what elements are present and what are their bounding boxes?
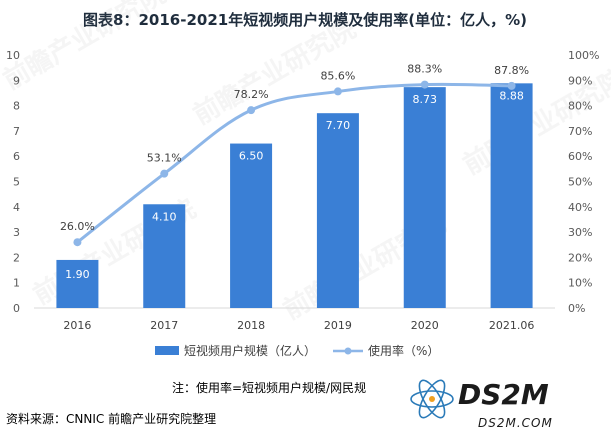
bar	[230, 143, 273, 308]
bar-value-label: 8.88	[499, 89, 524, 102]
chart-note: 注：使用率=短视频用户规模/网民规	[172, 380, 366, 395]
bar	[316, 113, 359, 308]
legend-line-marker	[344, 347, 352, 355]
x-tick-label: 2018	[237, 319, 265, 332]
y-left-tick-label: 8	[13, 100, 20, 113]
y-left-tick-label: 7	[13, 125, 20, 138]
line-value-label: 88.3%	[407, 63, 442, 76]
x-tick-label: 2019	[324, 319, 352, 332]
bar	[143, 204, 186, 308]
y-right-tick-label: 10%	[568, 277, 592, 290]
bar-value-label: 1.90	[65, 268, 90, 281]
y-left-tick-label: 6	[13, 150, 20, 163]
ds2m-logo: DS2M DS2M.COM	[410, 378, 553, 430]
x-tick-label: 2020	[411, 319, 439, 332]
line-point	[420, 80, 429, 89]
y-left-tick-label: 3	[13, 226, 20, 239]
bar	[490, 83, 533, 308]
y-left-tick-label: 0	[13, 302, 20, 315]
bar-value-label: 6.50	[239, 150, 264, 163]
legend: 短视频用户规模（亿人） 使用率（%）	[155, 343, 439, 358]
y-left-tick-label: 1	[13, 277, 20, 290]
bar	[403, 87, 446, 308]
x-axis-ticks: 2016 2017 2018 2019 2020 2021.06	[63, 319, 534, 332]
line-point	[333, 87, 342, 96]
y-left-tick-label: 4	[13, 201, 20, 214]
y-right-tick-label: 90%	[568, 74, 592, 87]
y-right-tick-label: 20%	[568, 251, 592, 264]
usage-rate-line	[76, 82, 512, 244]
line-point	[247, 106, 256, 115]
line-value-label: 87.8%	[494, 64, 529, 77]
y-right-tick-label: 60%	[568, 150, 592, 163]
bar	[56, 259, 99, 308]
x-tick-label: 2016	[63, 319, 91, 332]
line-value-label: 53.1%	[147, 152, 182, 165]
logo-brand: DS2M	[458, 378, 549, 411]
chart-title: 图表8：2016-2021年短视频用户规模及使用率(单位：亿人，%)	[83, 11, 527, 29]
bar-value-label: 8.73	[413, 93, 438, 106]
x-tick-label: 2021.06	[489, 319, 535, 332]
y-left-tick-label: 9	[13, 74, 20, 87]
y-right-tick-label: 50%	[568, 176, 592, 189]
line-value-label: 26.0%	[60, 220, 95, 233]
atom-icon	[410, 379, 454, 419]
logo-url: DS2M.COM	[478, 416, 553, 430]
y-right-tick-label: 40%	[568, 201, 592, 214]
line-point	[73, 238, 82, 247]
line-value-label: 85.6%	[320, 69, 355, 82]
line-point	[507, 81, 516, 90]
y-right-tick-label: 80%	[568, 100, 592, 113]
y-right-tick-label: 30%	[568, 226, 592, 239]
bar-value-label: 4.10	[152, 210, 177, 223]
y-left-tick-label: 2	[13, 251, 20, 264]
bar-series: 1.90 4.10 6.50 7.70 8.73 8.88	[56, 83, 533, 308]
left-axis: 0 1 2 3 4 5 6 7 8 9 10	[6, 49, 20, 315]
bar-value-label: 7.70	[326, 119, 351, 132]
right-axis: 0% 10% 20% 30% 40% 50% 60% 70% 80% 90% 100%	[568, 49, 599, 315]
legend-bar-label: 短视频用户规模（亿人）	[184, 343, 316, 358]
y-right-tick-label: 100%	[568, 49, 599, 62]
legend-line-label: 使用率（%）	[368, 343, 439, 358]
y-left-tick-label: 5	[13, 176, 20, 189]
x-tick-label: 2017	[150, 319, 178, 332]
line-value-label: 78.2%	[234, 88, 269, 101]
line-point	[160, 169, 169, 178]
y-left-tick-label: 10	[6, 49, 20, 62]
y-right-tick-label: 70%	[568, 125, 592, 138]
legend-bar-swatch	[155, 346, 179, 355]
y-right-tick-label: 0%	[568, 302, 585, 315]
line-series: 26.0% 53.1% 78.2% 85.6% 88.3% 87.8%	[60, 63, 529, 247]
chart-source: 资料来源：CNNIC 前瞻产业研究院整理	[6, 411, 216, 426]
